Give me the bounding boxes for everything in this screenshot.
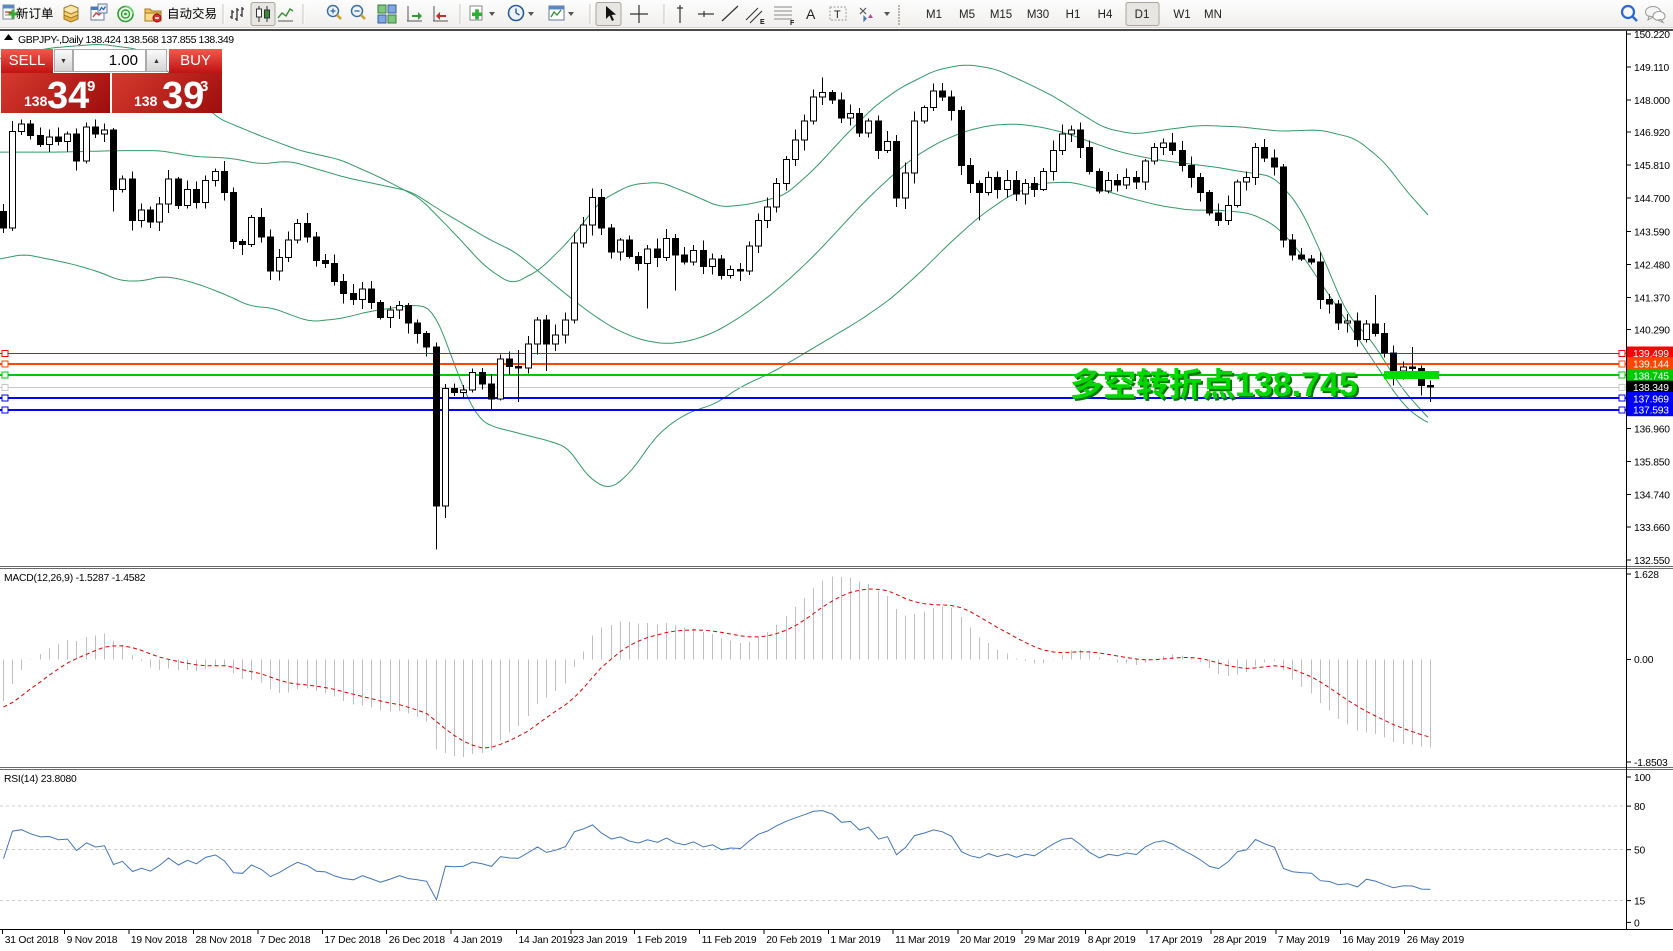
svg-text:14 Jan 2019: 14 Jan 2019 — [519, 935, 574, 946]
svg-text:28 Apr 2019: 28 Apr 2019 — [1213, 935, 1267, 946]
svg-text:1.628: 1.628 — [1634, 570, 1659, 581]
svg-text:146.920: 146.920 — [1634, 128, 1670, 139]
svg-text:29 Mar 2019: 29 Mar 2019 — [1024, 935, 1080, 946]
svg-text:133.660: 133.660 — [1634, 523, 1670, 534]
svg-text:139.499: 139.499 — [1633, 349, 1669, 360]
svg-text:7 Dec 2018: 7 Dec 2018 — [260, 935, 311, 946]
svg-text:31 Oct 2018: 31 Oct 2018 — [5, 935, 59, 946]
svg-text:D1: D1 — [1135, 9, 1150, 21]
svg-text:141.370: 141.370 — [1634, 293, 1670, 304]
svg-text:149.110: 149.110 — [1634, 63, 1670, 74]
svg-text:134.740: 134.740 — [1634, 491, 1670, 502]
svg-text:50: 50 — [1634, 846, 1646, 857]
svg-text:-1.8503: -1.8503 — [1634, 758, 1668, 769]
svg-text:MN: MN — [1204, 9, 1222, 21]
svg-text:23 Jan 2019: 23 Jan 2019 — [573, 935, 628, 946]
svg-text:17 Apr 2019: 17 Apr 2019 — [1149, 935, 1203, 946]
svg-text:80: 80 — [1634, 802, 1646, 813]
svg-text:M15: M15 — [990, 9, 1012, 21]
svg-text:M5: M5 — [959, 9, 975, 21]
svg-text:9 Nov 2018: 9 Nov 2018 — [67, 935, 118, 946]
svg-text:140.290: 140.290 — [1634, 326, 1670, 337]
svg-text:4 Jan 2019: 4 Jan 2019 — [453, 935, 502, 946]
svg-text:137.969: 137.969 — [1633, 395, 1669, 406]
svg-text:148.000: 148.000 — [1634, 96, 1670, 107]
svg-text:W1: W1 — [1173, 9, 1190, 21]
svg-text:139.144: 139.144 — [1633, 360, 1669, 371]
svg-text:26 Dec 2018: 26 Dec 2018 — [389, 935, 446, 946]
svg-text:E: E — [760, 19, 765, 26]
svg-text:132.550: 132.550 — [1634, 556, 1670, 567]
svg-text:136.960: 136.960 — [1634, 425, 1670, 436]
svg-text:11 Feb 2019: 11 Feb 2019 — [702, 935, 757, 946]
svg-text:28 Nov 2018: 28 Nov 2018 — [196, 935, 253, 946]
svg-text:145.810: 145.810 — [1634, 161, 1670, 172]
svg-text:H1: H1 — [1066, 9, 1081, 21]
svg-text:7 May 2019: 7 May 2019 — [1278, 935, 1330, 946]
svg-text:M1: M1 — [926, 9, 942, 21]
svg-text:1 Feb 2019: 1 Feb 2019 — [637, 935, 688, 946]
svg-text:138.745: 138.745 — [1235, 366, 1358, 404]
svg-text:144.700: 144.700 — [1634, 194, 1670, 205]
svg-text:17 Dec 2018: 17 Dec 2018 — [324, 935, 381, 946]
svg-text:150.220: 150.220 — [1634, 30, 1670, 41]
svg-text:8 Apr 2019: 8 Apr 2019 — [1088, 935, 1136, 946]
svg-text:H4: H4 — [1098, 9, 1113, 21]
svg-text:11 Mar 2019: 11 Mar 2019 — [895, 935, 950, 946]
svg-text:20 Feb 2019: 20 Feb 2019 — [766, 935, 822, 946]
svg-text:143.590: 143.590 — [1634, 227, 1670, 238]
svg-text:138.745: 138.745 — [1633, 371, 1669, 382]
svg-text:MACD(12,26,9) -1.5287 -1.4582: MACD(12,26,9) -1.5287 -1.4582 — [4, 573, 146, 584]
svg-text:1 Mar 2019: 1 Mar 2019 — [831, 935, 882, 946]
svg-text:M30: M30 — [1027, 9, 1049, 21]
svg-text:T: T — [834, 9, 841, 21]
svg-text:142.480: 142.480 — [1634, 260, 1670, 271]
svg-text:137.593: 137.593 — [1633, 406, 1669, 417]
svg-text:RSI(14) 23.8080: RSI(14) 23.8080 — [4, 774, 77, 785]
svg-text:15: 15 — [1634, 897, 1646, 908]
svg-text:0: 0 — [1634, 918, 1640, 929]
svg-text:0.00: 0.00 — [1634, 655, 1654, 666]
svg-text:138.349: 138.349 — [1633, 383, 1669, 394]
svg-text:26 May 2019: 26 May 2019 — [1407, 935, 1465, 946]
svg-text:GBPJPY-,Daily 138.424 138.568: GBPJPY-,Daily 138.424 138.568 137.855 13… — [18, 34, 234, 46]
svg-text:138.745: 138.745 — [1237, 368, 1360, 406]
svg-text:16 May 2019: 16 May 2019 — [1342, 935, 1400, 946]
svg-text:20 Mar 2019: 20 Mar 2019 — [960, 935, 1016, 946]
svg-text:19 Nov 2018: 19 Nov 2018 — [131, 935, 188, 946]
svg-text:100: 100 — [1634, 773, 1651, 784]
svg-text:A: A — [806, 6, 816, 22]
svg-text:135.850: 135.850 — [1634, 458, 1670, 469]
svg-text:F: F — [790, 20, 795, 27]
